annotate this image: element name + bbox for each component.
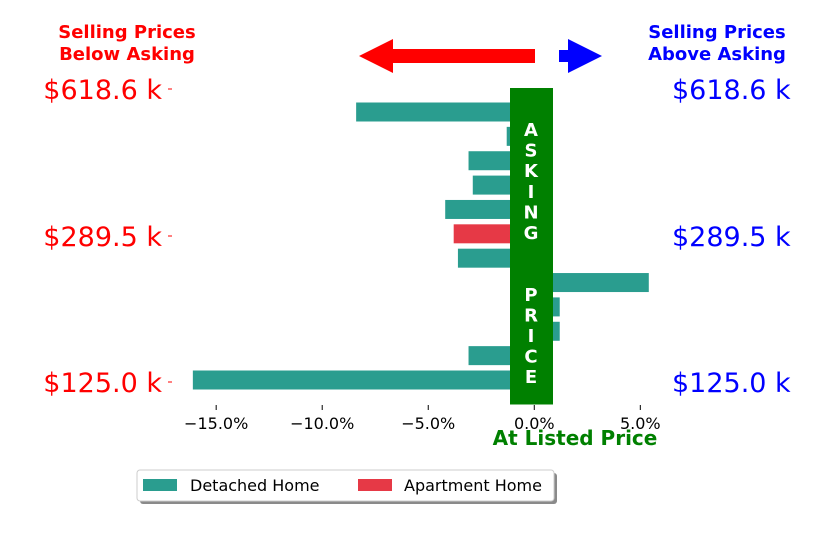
price-label-left-mid: $289.5 k [43,222,162,253]
asking-letter-2: K [524,161,539,182]
asking-letter-4: N [523,202,538,223]
arrow-left-icon [359,39,535,73]
legend-swatch-detached [143,479,177,491]
title-left-line1: Selling Prices [58,22,195,43]
asking-letter-9: R [524,305,538,326]
asking-letter-10: I [528,326,535,347]
price-label-right-top: $618.6 k [672,75,791,106]
x-tick-label-0: −15.0% [184,414,248,433]
asking-letter-12: E [525,367,537,388]
price-label-right-bottom: $125.0 k [672,368,791,399]
price-label-left-bottom: $125.0 k [43,368,162,399]
title-right-line2: Above Asking [648,44,786,65]
bar-detached-0 [356,102,535,122]
title-right-line1: Selling Prices [648,22,785,43]
asking-letter-5: G [524,223,539,244]
title-left-line2: Below Asking [59,44,195,65]
x-ticks-group: −15.0% −10.0% −5.0% 0.0% 5.0% [184,405,661,433]
x-tick-label-2: −5.0% [401,414,455,433]
bar-detached-7 [534,273,649,293]
asking-letter-3: I [528,182,535,203]
legend-label-detached: Detached Home [190,476,320,495]
bars-group [192,102,649,390]
arrow-right-icon [559,39,602,73]
asking-letter-1: S [525,141,538,162]
asking-letter-8: P [524,285,537,306]
price-label-right-mid: $289.5 k [672,222,791,253]
asking-price-band [510,88,553,405]
asking-letter-11: C [524,347,537,368]
legend-label-apartment: Apartment Home [404,476,542,495]
legend-box [136,469,555,502]
legend-swatch-apartment [358,479,392,491]
asking-letter-0: A [524,120,538,141]
x-tick-label-4: 5.0% [620,414,661,433]
legend: Detached Home Apartment Home [136,469,557,504]
x-tick-label-3: 0.0% [514,414,555,433]
price-label-left-top: $618.6 k [43,75,162,106]
x-axis-label: At Listed Price [493,426,658,450]
bar-detached-11 [192,370,535,390]
x-tick-label-1: −10.0% [290,414,354,433]
